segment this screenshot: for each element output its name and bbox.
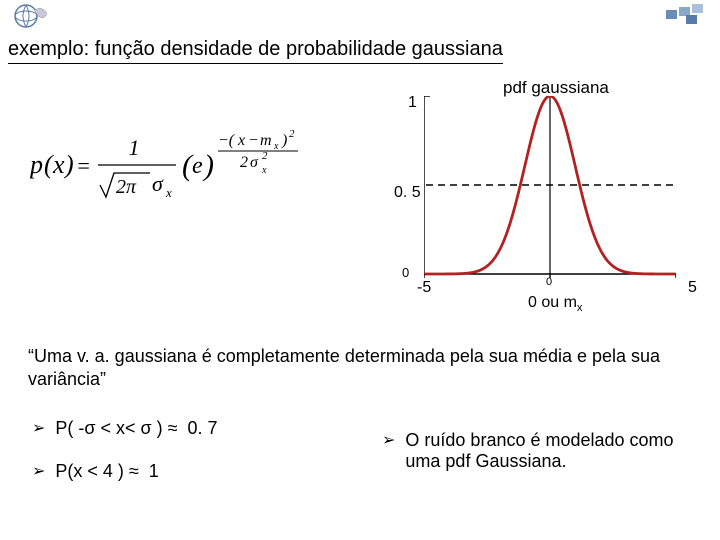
chart-canvas xyxy=(424,96,676,278)
bullet-p-4: ➢ P(x < 4 ) ≈ 1 xyxy=(32,461,218,482)
y-tick-05: 0. 5 xyxy=(394,184,421,202)
svg-text:2: 2 xyxy=(262,150,268,162)
x-tick-center: 0 0 ou mx xyxy=(528,276,583,314)
y-tick-0: 0 xyxy=(402,265,409,280)
y-tick-1: 1 xyxy=(408,94,417,112)
svg-text:σ: σ xyxy=(152,171,164,196)
svg-text:x: x xyxy=(237,132,245,149)
logo-left xyxy=(12,2,50,30)
svg-text:p: p xyxy=(30,150,43,179)
svg-text:e: e xyxy=(192,153,203,179)
svg-text:x: x xyxy=(165,185,172,200)
svg-text:2: 2 xyxy=(240,154,248,171)
bullets-right: ➢ O ruído branco é modelado como uma pdf… xyxy=(382,430,692,494)
bullet-arrow-icon: ➢ xyxy=(32,461,45,481)
bullet-arrow-icon: ➢ xyxy=(32,418,45,438)
svg-text:=: = xyxy=(76,153,91,178)
svg-text:2: 2 xyxy=(289,128,295,140)
svg-text:m: m xyxy=(260,132,272,149)
quote-text: “Uma v. a. gaussiana é completamente det… xyxy=(28,345,678,392)
bullets-left: ➢ P( -σ < x< σ ) ≈ 0. 7 ➢ P(x < 4 ) ≈ 1 xyxy=(32,418,218,504)
bullet-p-sigma: ➢ P( -σ < x< σ ) ≈ 0. 7 xyxy=(32,418,218,439)
svg-text:−: − xyxy=(248,132,259,149)
svg-text:): ) xyxy=(63,150,74,179)
bullet-arrow-icon: ➢ xyxy=(382,430,395,450)
svg-text:σ: σ xyxy=(250,154,259,171)
chart-title: pdf gaussiana xyxy=(503,78,609,98)
svg-text:2π: 2π xyxy=(116,176,137,198)
svg-text:): ) xyxy=(202,149,214,182)
svg-text:x: x xyxy=(261,165,267,176)
svg-text:1: 1 xyxy=(129,135,140,160)
gaussian-pdf-chart: pdf gaussiana 1 0. 5 0 -5 0 0 ou mx 5 xyxy=(388,78,688,303)
svg-text:): ) xyxy=(281,132,287,149)
bullet-white-noise: ➢ O ruído branco é modelado como uma pdf… xyxy=(382,430,692,472)
svg-text:x: x xyxy=(273,141,279,152)
slide-title: exemplo: função densidade de probabilida… xyxy=(8,38,503,64)
x-tick-left: -5 xyxy=(417,279,431,297)
gaussian-pdf-formula: p ( x ) = 1 2π σ x ( e ) −( x − m x ) 2 … xyxy=(30,125,340,214)
svg-text:x: x xyxy=(52,150,65,179)
logo-right xyxy=(666,2,710,26)
x-tick-right: 5 xyxy=(688,279,697,297)
svg-text:−(: −( xyxy=(218,132,236,149)
